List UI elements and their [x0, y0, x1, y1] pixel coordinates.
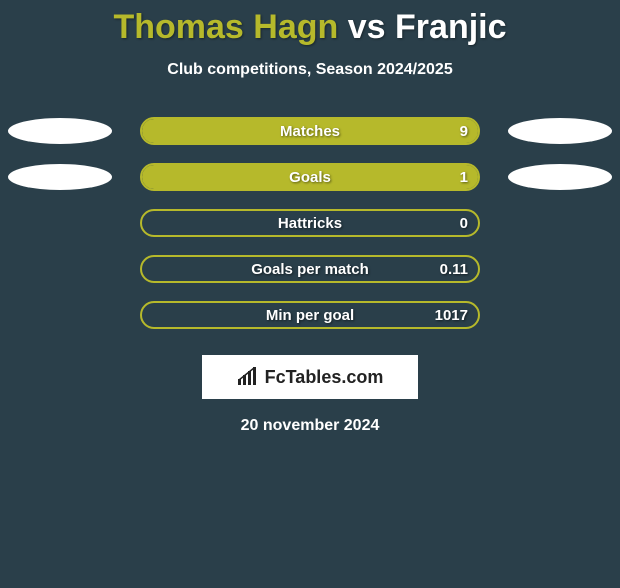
stat-row: Hattricks0: [0, 209, 620, 237]
logo-text: FcTables.com: [265, 367, 384, 388]
player1-name: Thomas Hagn: [113, 8, 338, 46]
snapshot-date: 20 november 2024: [0, 417, 620, 435]
right-ellipse: [508, 164, 612, 190]
stat-value: 1017: [435, 301, 468, 329]
stat-label: Goals per match: [140, 255, 480, 283]
stat-row: Min per goal1017: [0, 301, 620, 329]
stats-rows: Matches9Goals1Hattricks0Goals per match0…: [0, 117, 620, 329]
fctables-logo[interactable]: FcTables.com: [202, 355, 418, 399]
chart-icon: [237, 367, 259, 387]
stat-value: 0.11: [440, 255, 468, 283]
stat-label: Matches: [140, 117, 480, 145]
stat-row: Goals per match0.11: [0, 255, 620, 283]
right-ellipse: [508, 118, 612, 144]
stat-row: Matches9: [0, 117, 620, 145]
left-ellipse: [8, 164, 112, 190]
stat-value: 0: [460, 209, 468, 237]
player2-name: Franjic: [395, 8, 506, 46]
stat-label: Goals: [140, 163, 480, 191]
stat-row: Goals1: [0, 163, 620, 191]
comparison-title: Thomas Hagn vs Franjic: [0, 8, 620, 47]
stat-value: 9: [460, 117, 468, 145]
vs-separator: vs: [348, 8, 386, 46]
stat-label: Hattricks: [140, 209, 480, 237]
left-ellipse: [8, 118, 112, 144]
stat-value: 1: [460, 163, 468, 191]
stat-label: Min per goal: [140, 301, 480, 329]
subtitle: Club competitions, Season 2024/2025: [0, 61, 620, 79]
